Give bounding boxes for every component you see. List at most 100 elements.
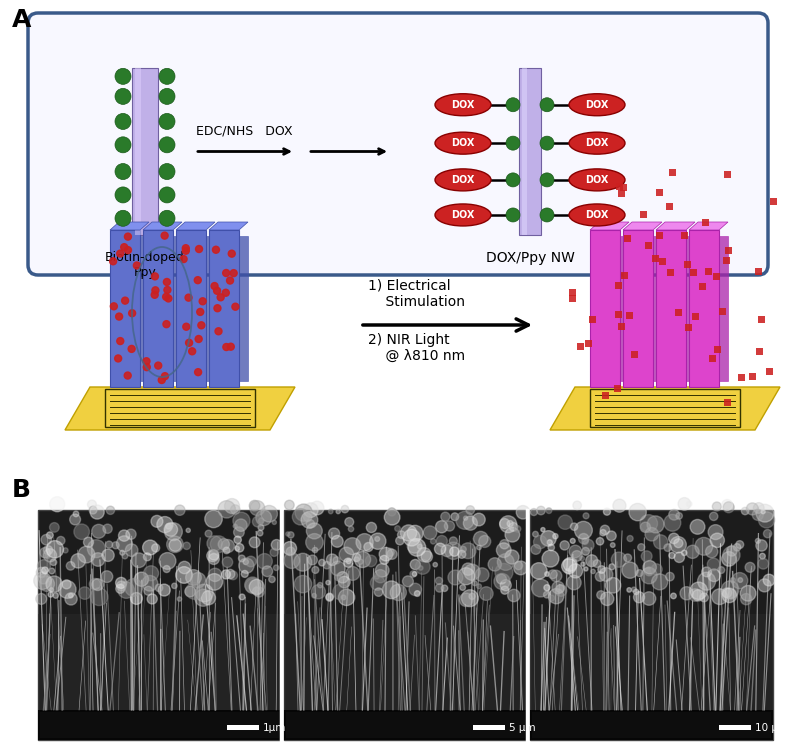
Circle shape <box>761 509 765 514</box>
Circle shape <box>155 362 161 369</box>
Circle shape <box>647 516 664 533</box>
Polygon shape <box>176 222 215 230</box>
Circle shape <box>115 210 131 227</box>
Bar <box>38 614 281 710</box>
Circle shape <box>666 572 674 581</box>
Circle shape <box>609 564 615 570</box>
Bar <box>38 710 281 740</box>
Circle shape <box>670 536 687 553</box>
Ellipse shape <box>569 94 625 116</box>
Bar <box>140 236 149 381</box>
Circle shape <box>327 554 338 565</box>
Circle shape <box>115 114 131 129</box>
Circle shape <box>41 535 51 545</box>
Text: DOX: DOX <box>452 138 475 148</box>
Circle shape <box>159 553 176 569</box>
Bar <box>616 183 623 191</box>
Circle shape <box>436 521 448 533</box>
Circle shape <box>500 539 509 549</box>
Text: B: B <box>12 478 31 502</box>
Circle shape <box>441 512 450 521</box>
Circle shape <box>708 524 723 539</box>
Circle shape <box>159 164 175 180</box>
Circle shape <box>505 527 520 542</box>
Text: 10 μm: 10 μm <box>755 723 788 733</box>
Circle shape <box>627 536 633 542</box>
Circle shape <box>384 509 400 525</box>
Circle shape <box>304 513 312 521</box>
Circle shape <box>257 530 263 536</box>
Circle shape <box>186 583 202 599</box>
Bar <box>724 399 731 406</box>
Circle shape <box>195 245 202 253</box>
Ellipse shape <box>435 204 491 226</box>
Circle shape <box>692 589 704 601</box>
Circle shape <box>164 278 170 286</box>
Text: DOX: DOX <box>452 99 475 110</box>
Circle shape <box>161 373 168 380</box>
Circle shape <box>312 566 319 574</box>
Circle shape <box>645 527 658 541</box>
Circle shape <box>387 549 397 560</box>
Circle shape <box>250 500 265 515</box>
Circle shape <box>328 509 333 514</box>
Bar <box>630 351 638 358</box>
Circle shape <box>417 548 431 562</box>
Circle shape <box>288 532 294 538</box>
Circle shape <box>293 554 312 571</box>
Circle shape <box>640 522 650 533</box>
Circle shape <box>565 568 570 574</box>
Circle shape <box>124 372 131 379</box>
Circle shape <box>500 518 509 529</box>
Circle shape <box>69 593 73 598</box>
Circle shape <box>34 572 51 589</box>
Circle shape <box>144 565 158 580</box>
Text: DOX: DOX <box>585 138 609 148</box>
Circle shape <box>605 577 621 593</box>
Circle shape <box>600 592 614 606</box>
Bar <box>710 355 716 362</box>
Circle shape <box>87 540 105 557</box>
Circle shape <box>583 513 589 519</box>
Circle shape <box>252 587 261 595</box>
Circle shape <box>497 574 506 584</box>
Circle shape <box>169 539 181 551</box>
Circle shape <box>57 536 65 545</box>
Bar <box>725 247 732 254</box>
Circle shape <box>531 545 541 554</box>
Polygon shape <box>209 222 248 230</box>
Circle shape <box>239 594 245 600</box>
Circle shape <box>186 340 192 346</box>
Circle shape <box>532 579 550 597</box>
Circle shape <box>198 322 205 329</box>
Bar <box>620 236 629 381</box>
Circle shape <box>546 508 552 513</box>
Circle shape <box>49 568 55 574</box>
Bar <box>689 230 719 387</box>
Circle shape <box>151 273 158 280</box>
Circle shape <box>293 509 308 525</box>
Text: Biotin-doped
Ppy: Biotin-doped Ppy <box>105 251 185 279</box>
Circle shape <box>379 548 392 561</box>
Circle shape <box>555 585 566 596</box>
Circle shape <box>376 563 389 577</box>
Circle shape <box>472 513 485 526</box>
Circle shape <box>581 562 585 566</box>
Circle shape <box>195 277 201 283</box>
Circle shape <box>151 291 158 298</box>
Circle shape <box>752 509 763 521</box>
Circle shape <box>185 586 195 597</box>
Circle shape <box>336 509 340 514</box>
Text: A: A <box>12 8 32 32</box>
Circle shape <box>445 521 455 531</box>
Circle shape <box>358 559 363 564</box>
Circle shape <box>158 584 170 596</box>
Bar <box>656 189 663 196</box>
Circle shape <box>115 584 125 593</box>
Circle shape <box>622 562 638 578</box>
Circle shape <box>142 575 157 591</box>
Circle shape <box>756 504 774 522</box>
Circle shape <box>175 505 185 515</box>
Circle shape <box>167 536 184 553</box>
Circle shape <box>506 173 520 187</box>
